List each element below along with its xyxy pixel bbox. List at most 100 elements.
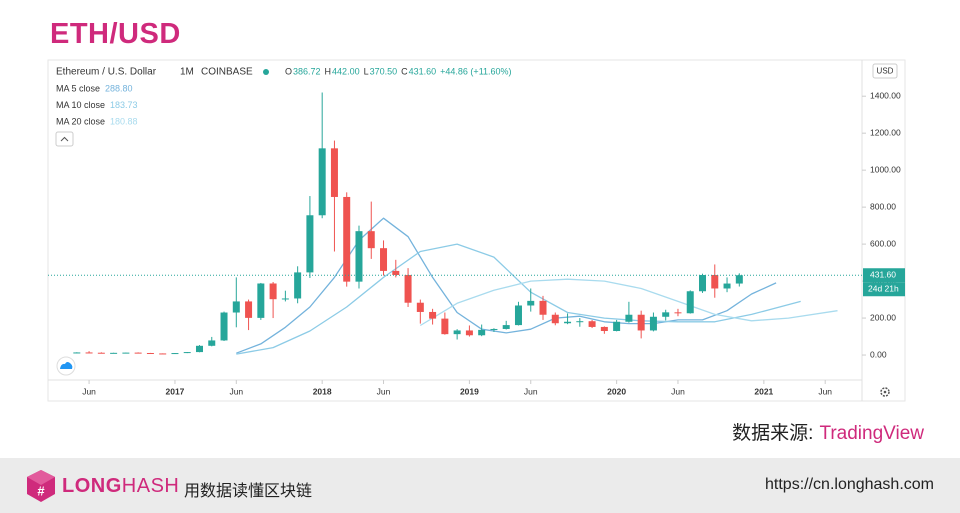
candle-body bbox=[637, 314, 645, 331]
status-dot bbox=[263, 69, 269, 75]
candle-body bbox=[613, 321, 621, 332]
candle-body bbox=[195, 345, 203, 353]
logo-mark: # bbox=[37, 483, 45, 498]
candle-body bbox=[576, 321, 584, 323]
candle-body bbox=[502, 325, 510, 329]
exchange: COINBASE bbox=[201, 67, 253, 78]
ma-value: 180.88 bbox=[110, 116, 138, 126]
tv-logo-cloud bbox=[60, 362, 73, 369]
x-tick-label: 2020 bbox=[607, 386, 626, 396]
candle-body bbox=[662, 312, 670, 317]
candle-body bbox=[183, 352, 191, 354]
candle-body bbox=[625, 314, 633, 322]
page-title: ETH/USD bbox=[50, 18, 181, 50]
ma-value: 183.73 bbox=[110, 100, 138, 110]
last-price-label: 431.60 bbox=[870, 269, 896, 279]
candle-body bbox=[564, 321, 572, 324]
y-tick-label: 1400.00 bbox=[870, 90, 901, 100]
candle-body bbox=[551, 314, 559, 324]
x-tick-label: 2017 bbox=[165, 386, 184, 396]
candle-body bbox=[306, 215, 314, 273]
candle-body bbox=[392, 270, 400, 275]
x-tick-label: Jun bbox=[229, 386, 243, 396]
chart-frame bbox=[47, 59, 906, 402]
candle-body bbox=[85, 352, 93, 354]
candle-body bbox=[674, 312, 682, 314]
candle-body bbox=[73, 352, 81, 354]
source-name: TradingView bbox=[819, 423, 924, 444]
x-tick-label: Jun bbox=[82, 386, 96, 396]
plot bbox=[48, 92, 862, 355]
symbol: Ethereum / U.S. Dollar bbox=[56, 67, 157, 78]
ohlc-value: 370.50 bbox=[370, 66, 398, 76]
ohlc-legend: O 386.72 H 442.00 L 370.50 C 431.60 bbox=[285, 66, 436, 76]
candle-body bbox=[453, 330, 461, 335]
ma-line bbox=[419, 278, 838, 327]
candle-body bbox=[232, 301, 240, 313]
candle-body bbox=[330, 148, 338, 197]
ma-line bbox=[236, 243, 801, 355]
candle-body bbox=[294, 272, 302, 299]
y-tick-label: 200.00 bbox=[870, 312, 896, 322]
x-tick-label: 2021 bbox=[754, 386, 773, 396]
candle-body bbox=[539, 300, 547, 315]
y-tick-label: 600.00 bbox=[870, 238, 896, 248]
candle-body bbox=[269, 283, 277, 300]
collapse-button[interactable] bbox=[55, 131, 74, 147]
x-tick-label: Jun bbox=[377, 386, 391, 396]
brand-bold: LONG bbox=[62, 475, 122, 497]
candle-body bbox=[478, 329, 486, 336]
candle-body bbox=[367, 231, 375, 249]
source: 数据来源: TradingView bbox=[732, 418, 924, 445]
url[interactable]: https://cn.longhash.com bbox=[765, 476, 934, 493]
ma-line bbox=[236, 217, 777, 354]
ma-name: MA 20 close bbox=[56, 116, 105, 126]
settings-icon[interactable] bbox=[880, 387, 890, 397]
y-tick-label: 800.00 bbox=[870, 201, 896, 211]
candle-body bbox=[97, 352, 105, 354]
candle-body bbox=[146, 353, 154, 355]
slogan: 用数据读懂区块链 bbox=[184, 483, 313, 500]
candle-body bbox=[527, 300, 535, 306]
ohlc-value: 442.00 bbox=[332, 66, 360, 76]
candle-body bbox=[465, 330, 473, 336]
candle-body bbox=[416, 302, 424, 312]
candle-body bbox=[380, 248, 388, 271]
x-tick-label: Jun bbox=[671, 386, 685, 396]
candle-body bbox=[699, 274, 707, 292]
ohlc-value: 431.60 bbox=[409, 66, 437, 76]
candle-body bbox=[514, 305, 522, 326]
x-tick-label: Jun bbox=[524, 386, 538, 396]
candle-body bbox=[257, 283, 265, 318]
source-label: 数据来源: bbox=[732, 423, 814, 444]
y-tick-label: 1200.00 bbox=[870, 127, 901, 137]
ma-name: MA 10 close bbox=[56, 100, 105, 110]
y-tick-label: 1000.00 bbox=[870, 164, 901, 174]
currency-box[interactable] bbox=[872, 63, 898, 79]
ohlc-value: 386.72 bbox=[293, 66, 321, 76]
candle-body bbox=[490, 328, 498, 330]
countdown-box bbox=[863, 282, 905, 297]
currency: USD bbox=[877, 67, 894, 76]
candle-body bbox=[343, 196, 351, 282]
ohlc-key: C bbox=[401, 66, 408, 76]
candle-body bbox=[281, 298, 289, 300]
candle-body bbox=[171, 353, 179, 355]
candle-body bbox=[686, 291, 694, 314]
candle-body bbox=[220, 312, 228, 341]
candle-body bbox=[429, 311, 437, 319]
ohlc-key: O bbox=[285, 66, 292, 76]
ma-value: 288.80 bbox=[105, 83, 133, 93]
candle-body bbox=[588, 321, 596, 327]
ohlc-key: L bbox=[364, 66, 369, 76]
candle-body bbox=[711, 274, 719, 289]
candle-body bbox=[159, 353, 167, 355]
candle-body bbox=[649, 316, 657, 331]
change: +44.86 (+11.60%) bbox=[440, 66, 511, 76]
x-tick-label: 2019 bbox=[460, 386, 479, 396]
candle-body bbox=[122, 352, 130, 354]
last-price-box bbox=[863, 268, 905, 283]
candle-body bbox=[110, 352, 118, 354]
brand: LONGHASH bbox=[62, 475, 179, 498]
